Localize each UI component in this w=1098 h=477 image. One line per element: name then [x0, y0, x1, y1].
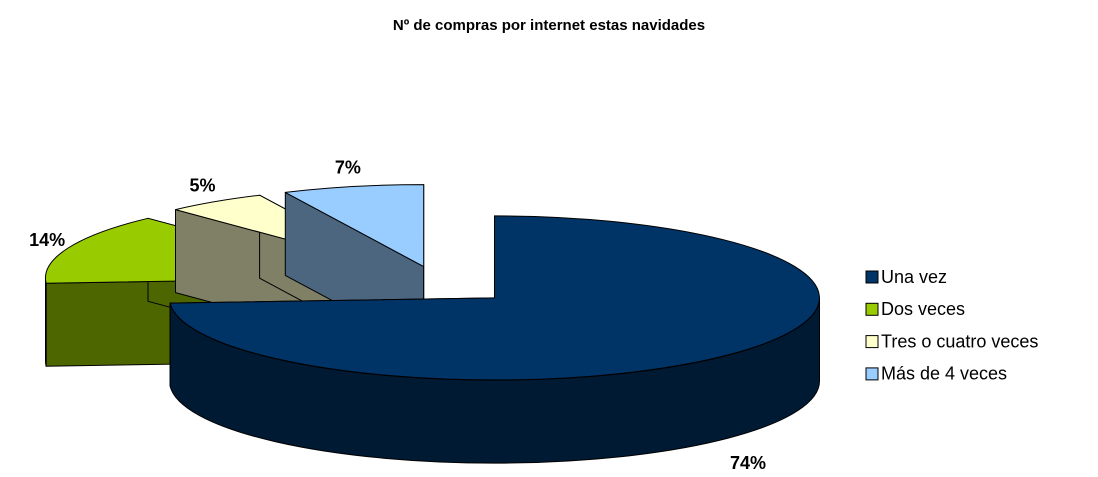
legend-swatch — [865, 335, 879, 349]
slice — [169, 215, 820, 381]
chart-title: Nº de compras por internet estas navidad… — [393, 17, 705, 34]
legend-swatch — [865, 270, 879, 284]
legend-label: Una vez — [881, 267, 947, 287]
data-label: 14% — [29, 230, 65, 250]
data-label: 7% — [335, 158, 361, 178]
legend-swatch — [865, 367, 879, 381]
data-label: 74% — [730, 453, 766, 473]
legend-label: Tres o cuatro veces — [881, 331, 1038, 351]
legend-label: Más de 4 veces — [881, 364, 1007, 384]
legend-swatch — [865, 302, 879, 316]
slice — [284, 184, 425, 268]
legend-label: Dos veces — [881, 299, 965, 319]
data-label: 5% — [190, 175, 216, 195]
slice-side — [44, 277, 47, 367]
